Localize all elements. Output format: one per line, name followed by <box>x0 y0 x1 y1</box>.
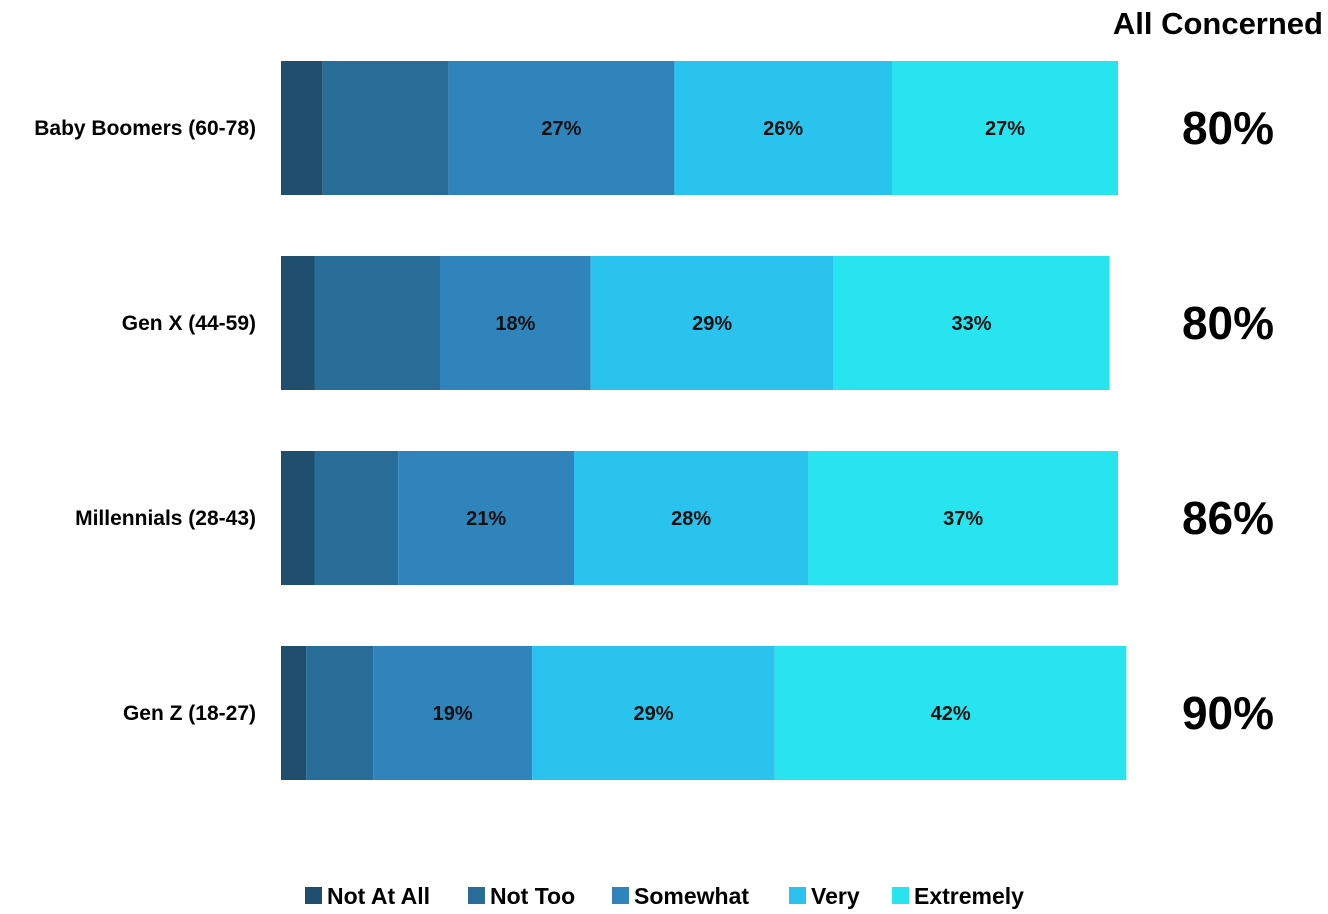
legend-item: Not Too <box>468 883 575 909</box>
total-value: 80% <box>1182 102 1274 154</box>
legend-label: Not At All <box>327 883 430 909</box>
total-value: 80% <box>1182 297 1274 349</box>
bar-segment <box>574 451 809 585</box>
bar-segment <box>674 61 892 195</box>
data-label: 29% <box>633 703 673 725</box>
data-label: 29% <box>692 313 732 335</box>
bar-segment <box>281 646 307 780</box>
bar-segment <box>373 646 533 780</box>
bar-segment <box>448 61 675 195</box>
bar-segment <box>306 646 374 780</box>
bar-segment <box>281 256 315 390</box>
legend-item: Somewhat <box>612 883 749 909</box>
totals-header: All Concerned <box>1113 6 1323 41</box>
bar-segment <box>398 451 574 585</box>
bar-segment <box>774 646 1127 780</box>
data-label: 18% <box>495 313 535 335</box>
data-label: 27% <box>985 118 1025 140</box>
legend-swatch <box>305 887 322 904</box>
data-label: 27% <box>541 118 581 140</box>
legend-label: Extremely <box>914 883 1024 909</box>
total-value: 86% <box>1182 492 1274 544</box>
data-label: 19% <box>433 703 473 725</box>
labels-layer: Baby Boomers (60-78) 27% 26% 27% 80% Gen X (4… <box>34 102 1274 739</box>
bar-segment <box>590 256 834 390</box>
legend-item: Extremely <box>892 883 1024 909</box>
bar-segment <box>281 451 315 585</box>
data-label: 26% <box>763 118 803 140</box>
legend-swatch <box>612 887 629 904</box>
legend-label: Somewhat <box>634 883 749 909</box>
bar-segment <box>808 451 1118 585</box>
bar-segment <box>440 256 591 390</box>
total-value: 90% <box>1182 687 1274 739</box>
legend-label: Very <box>811 883 860 909</box>
category-label: Millennials (28-43) <box>75 507 256 530</box>
legend-label: Not Too <box>490 883 575 909</box>
bar-segment <box>833 256 1110 390</box>
category-label: Baby Boomers (60-78) <box>34 117 256 140</box>
legend: Not At All Not Too Somewhat Very Extremely <box>305 883 1024 909</box>
bars-layer <box>281 61 1127 780</box>
bar-segment <box>322 61 449 195</box>
data-label: 42% <box>931 703 971 725</box>
bar-segment <box>281 61 323 195</box>
legend-item: Very <box>789 883 860 909</box>
data-label: 33% <box>951 313 991 335</box>
legend-swatch <box>468 887 485 904</box>
bar-segment <box>314 451 399 585</box>
legend-swatch <box>789 887 806 904</box>
legend-swatch <box>892 887 909 904</box>
category-label: Gen Z (18-27) <box>123 702 256 725</box>
bar-segment <box>892 61 1118 195</box>
bar-segment <box>532 646 775 780</box>
bar-segment <box>314 256 440 390</box>
data-label: 21% <box>466 508 506 530</box>
legend-item: Not At All <box>305 883 430 909</box>
data-label: 37% <box>943 508 983 530</box>
data-label: 28% <box>671 508 711 530</box>
category-label: Gen X (44-59) <box>122 312 256 335</box>
